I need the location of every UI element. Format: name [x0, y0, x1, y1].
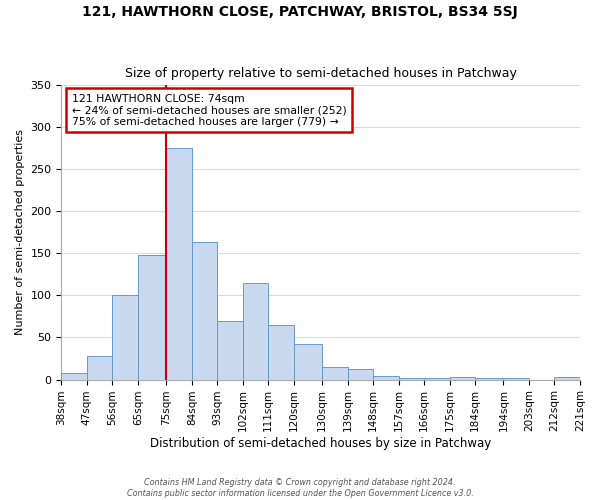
Bar	[475, 378, 503, 380]
Bar	[192, 242, 217, 380]
Bar	[347, 370, 373, 380]
Bar	[112, 296, 138, 380]
Bar	[87, 356, 112, 380]
X-axis label: Distribution of semi-detached houses by size in Patchway: Distribution of semi-detached houses by …	[150, 437, 491, 450]
Bar	[217, 320, 243, 380]
Bar	[243, 282, 268, 380]
Bar	[449, 377, 475, 380]
Bar	[503, 378, 529, 380]
Bar	[268, 325, 294, 380]
Text: 121, HAWTHORN CLOSE, PATCHWAY, BRISTOL, BS34 5SJ: 121, HAWTHORN CLOSE, PATCHWAY, BRISTOL, …	[82, 5, 518, 19]
Text: 121 HAWTHORN CLOSE: 74sqm
← 24% of semi-detached houses are smaller (252)
75% of: 121 HAWTHORN CLOSE: 74sqm ← 24% of semi-…	[72, 94, 347, 127]
Bar	[322, 367, 347, 380]
Bar	[398, 378, 424, 380]
Bar	[373, 376, 398, 380]
Bar	[424, 378, 449, 380]
Bar	[61, 373, 87, 380]
Bar	[166, 148, 192, 380]
Bar	[294, 344, 322, 380]
Title: Size of property relative to semi-detached houses in Patchway: Size of property relative to semi-detach…	[125, 66, 517, 80]
Text: Contains HM Land Registry data © Crown copyright and database right 2024.
Contai: Contains HM Land Registry data © Crown c…	[127, 478, 473, 498]
Bar	[554, 377, 580, 380]
Bar	[138, 255, 166, 380]
Y-axis label: Number of semi-detached properties: Number of semi-detached properties	[15, 129, 25, 335]
